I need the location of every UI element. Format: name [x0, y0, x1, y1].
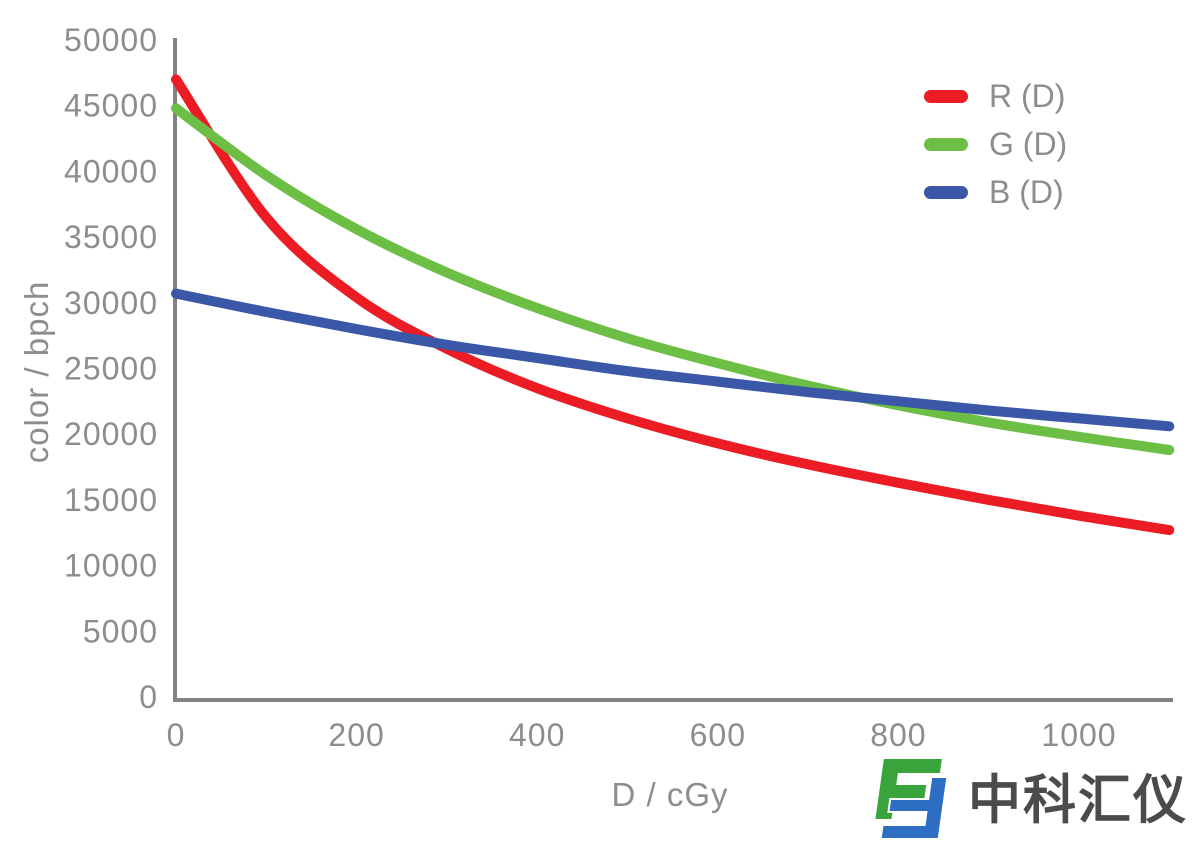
y-tick-label: 40000: [64, 153, 158, 189]
brand-block: 中科汇仪: [864, 750, 1188, 842]
legend-swatch: [924, 185, 968, 199]
legend-item-g: G (D): [924, 120, 1067, 168]
y-tick-label: 45000: [64, 88, 158, 124]
y-axis-title: color / bpch: [18, 281, 55, 464]
y-tick-label: 35000: [64, 219, 158, 255]
logo-blue-hook: [879, 776, 949, 840]
legend: R (D) G (D) B (D): [924, 72, 1067, 216]
x-axis-ticks: 0 200 400 600 800 1000: [167, 717, 1116, 753]
legend-swatch: [924, 137, 968, 151]
legend-item-r: R (D): [924, 72, 1067, 120]
y-tick-label: 0: [139, 679, 158, 715]
legend-label: B (D): [989, 173, 1064, 210]
curves-group: [171, 74, 1175, 536]
curve-r: [171, 74, 1175, 536]
y-tick-label: 50000: [64, 22, 158, 58]
legend-item-b: B (D): [924, 168, 1067, 216]
x-tick-label: 0: [167, 717, 186, 753]
y-axis-ticks: 0 5000 10000 15000 20000 25000 30000 35000 40000…: [64, 22, 158, 715]
x-tick-label: 1000: [1041, 717, 1116, 753]
y-tick-label: 15000: [64, 482, 158, 518]
x-tick-label: 800: [870, 717, 926, 753]
legend-swatch: [924, 89, 968, 103]
y-tick-label: 20000: [64, 416, 158, 452]
company-name: 中科汇仪: [968, 771, 1188, 830]
curve-g: [171, 103, 1175, 455]
x-tick-label: 600: [690, 717, 746, 753]
legend-label: R (D): [989, 77, 1066, 114]
x-tick-label: 200: [328, 717, 384, 753]
x-axis-title: D / cGy: [611, 776, 728, 813]
curve-b: [171, 288, 1175, 432]
y-tick-label: 25000: [64, 351, 158, 387]
y-tick-label: 10000: [64, 548, 158, 584]
x-tick-label: 400: [509, 717, 565, 753]
legend-label: G (D): [989, 125, 1068, 162]
y-tick-label: 30000: [64, 285, 158, 321]
y-tick-label: 5000: [83, 613, 158, 649]
company-logo-icon: [875, 759, 949, 840]
